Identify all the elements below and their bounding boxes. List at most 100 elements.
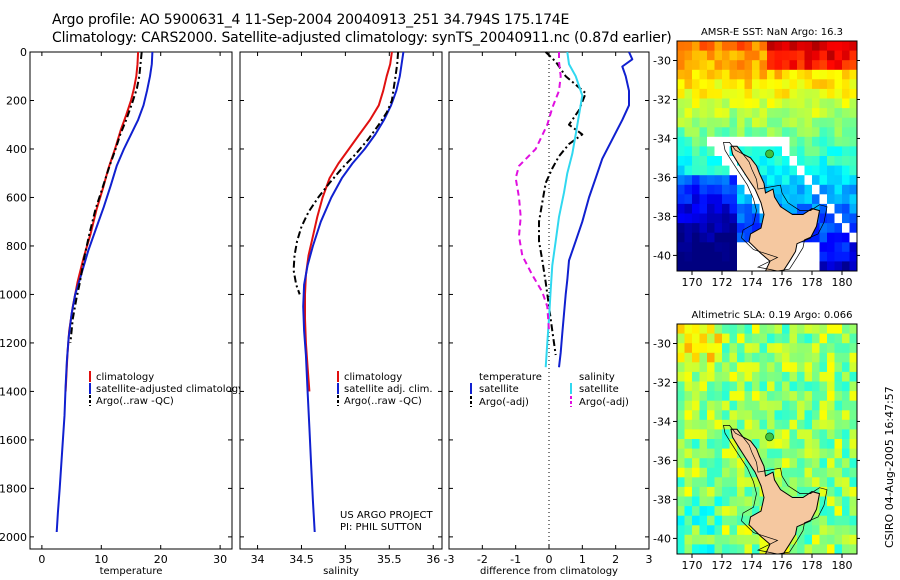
sst-map-cell (767, 165, 776, 176)
sla-map-land (730, 428, 821, 554)
sst-map-cell (677, 184, 686, 195)
sst-map-cell (744, 41, 753, 52)
salinity-xtick-label: 34 (251, 553, 265, 566)
temperature-xtick-label: 0 (38, 553, 45, 566)
sla-map-cell (842, 439, 851, 450)
sst-map-cell (819, 251, 828, 262)
sla-map-cell (774, 371, 783, 383)
sla-map-cell (849, 525, 857, 536)
sla-map-cell (782, 419, 791, 430)
sla-map-cell (677, 525, 686, 536)
sst-map-cell (834, 194, 843, 205)
sla-map-cell (834, 506, 843, 517)
sst-map-cell (819, 223, 828, 234)
sst-map-cell (684, 136, 693, 147)
sst-map-cell (789, 165, 798, 176)
sst-map-cell (684, 117, 693, 128)
sst-map-cell (827, 69, 836, 80)
sla-map-cell (849, 448, 857, 459)
sla-map-cell (729, 448, 738, 459)
sst-missing-cell (752, 251, 761, 262)
sst-map-cell (759, 60, 768, 71)
sla-map-cell (729, 506, 738, 517)
sst-map-cell (759, 108, 768, 119)
sla-map-cell (782, 343, 791, 354)
sla-map-cell (707, 391, 716, 402)
sla-map-cell (722, 439, 731, 450)
sla-map-cell (849, 458, 857, 469)
sla-map-cell (714, 371, 723, 383)
sla-map-cell (782, 400, 791, 411)
sst-map-cell (699, 127, 708, 138)
sst-map-cell (707, 194, 716, 205)
sst-map-ytick-label: -40 (653, 249, 671, 262)
sst-map-cell (842, 117, 851, 128)
sla-map-cell (692, 343, 701, 354)
sst-map-cell (722, 261, 731, 271)
sst-map-cell (692, 194, 701, 205)
sla-map-cell (834, 333, 843, 344)
sst-map-cell (752, 108, 761, 119)
sla-map-cell (812, 458, 821, 469)
sst-map-cell (842, 251, 851, 262)
sla-map-cell (797, 467, 806, 478)
temperature-ytick-label: 200 (6, 94, 27, 107)
salinity-xtick-label: 34.5 (289, 553, 314, 566)
sst-map-cell (744, 98, 753, 109)
sst-map-cell (797, 175, 806, 186)
sst-map-cell (737, 79, 746, 90)
sla-map-cell (744, 429, 753, 440)
sst-map-cell (677, 88, 686, 100)
sst-map-cell (849, 203, 857, 215)
sst-map-cell (774, 50, 783, 61)
sst-map-cell (692, 50, 701, 61)
sst-map-cell (789, 117, 798, 128)
sst-map-cell (849, 41, 857, 52)
sla-map-cell (692, 544, 701, 554)
sst-map-cell (767, 108, 776, 119)
sla-map-cell (752, 324, 761, 335)
sla-map-cell (737, 486, 746, 498)
sst-map-cell (782, 69, 791, 80)
sst-map-cell (714, 108, 723, 119)
sla-map-cell (744, 391, 753, 402)
sla-map-cell (767, 419, 776, 430)
sla-map-cell (789, 534, 798, 545)
sla-map-cell (842, 448, 851, 459)
sst-missing-cell (804, 242, 813, 253)
sst-map-cell (819, 69, 828, 80)
sst-map-cell (834, 242, 843, 253)
sst-map-cell (759, 79, 768, 90)
sst-map-cell (722, 41, 731, 52)
sla-map-xtick-label: 170 (682, 559, 703, 572)
sst-map-cell (782, 184, 791, 195)
sla-map-xtick-label: 178 (802, 559, 823, 572)
sst-map-cell (767, 79, 776, 90)
sst-map-cell (759, 69, 768, 80)
sst-map-cell (782, 108, 791, 119)
sla-map-cell (797, 410, 806, 421)
sst-map-cell (804, 194, 813, 205)
sst-map-cell (722, 60, 731, 71)
sst-map-cell (707, 79, 716, 90)
sla-map-cell (714, 419, 723, 430)
sla-map-cell (767, 362, 776, 373)
sla-map-cell (804, 362, 813, 373)
sst-map-cell (722, 194, 731, 205)
sla-map-cell (752, 343, 761, 354)
sla-map-cell (677, 410, 686, 421)
sst-map-cell (819, 117, 828, 128)
sla-map-cell (699, 400, 708, 411)
sla-map-cell (714, 506, 723, 517)
sla-map-cell (699, 506, 708, 517)
sla-map-cell (692, 448, 701, 459)
sla-map-ytick-label: -38 (653, 493, 671, 506)
sla-map-cell (692, 333, 701, 344)
temperature-xtick-label: 10 (94, 553, 108, 566)
sst-map-cell (834, 203, 843, 215)
sst-map-cell (737, 108, 746, 119)
sst-map-cell (774, 108, 783, 119)
sst-map-cell (827, 223, 836, 234)
sst-map-cell (744, 50, 753, 61)
sst-map-cell (707, 98, 716, 109)
